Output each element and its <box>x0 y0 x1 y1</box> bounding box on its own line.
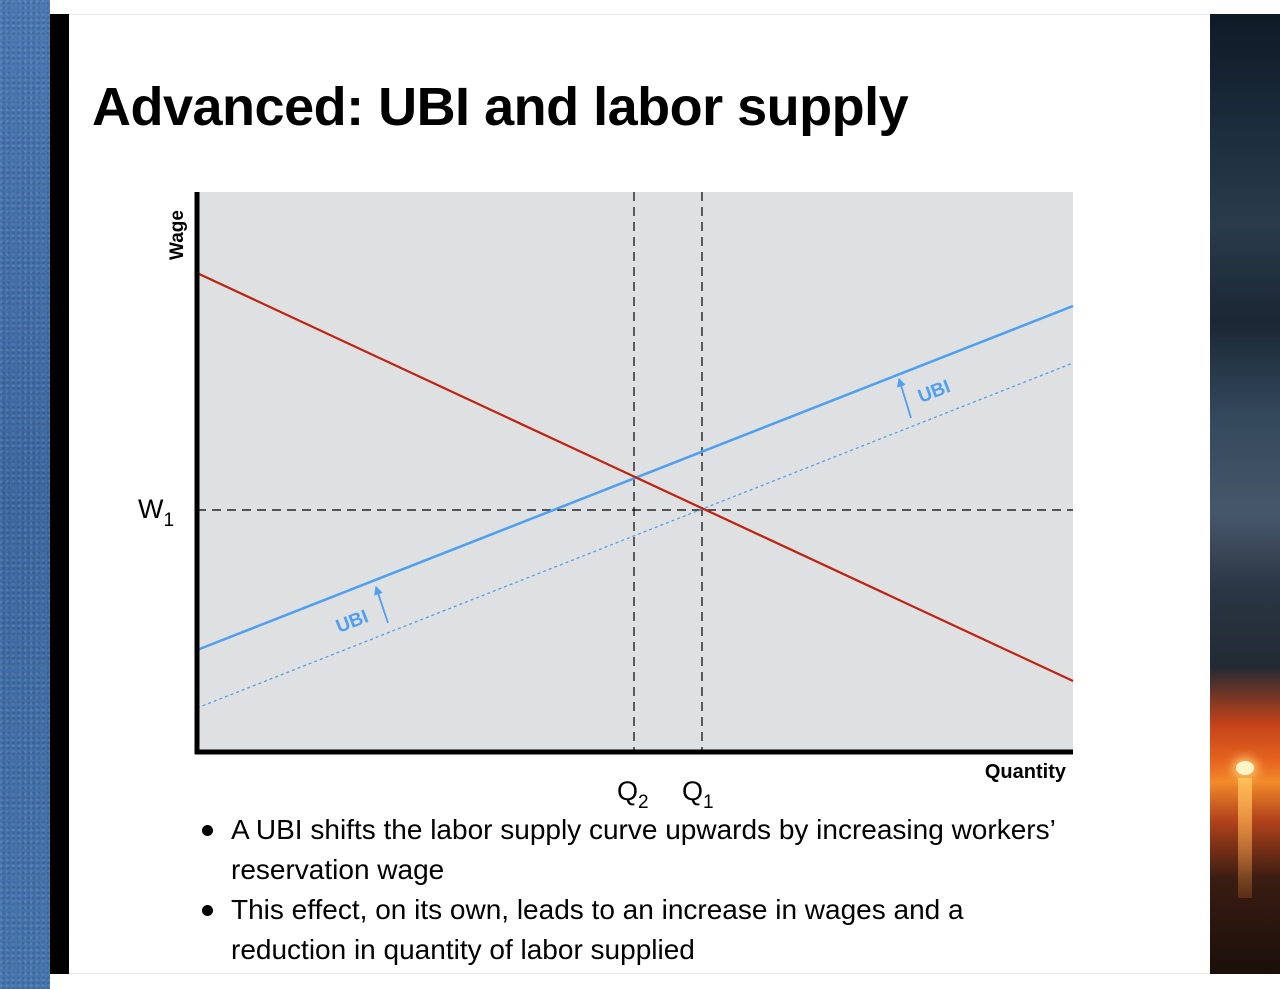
shift-arrow-right <box>897 377 912 419</box>
x-axis-label: Quantity <box>985 761 1067 783</box>
q2-subscript: 2 <box>638 792 649 813</box>
bullet-item: This effect, on its own, leads to an inc… <box>196 890 1056 970</box>
q1-subscript: 1 <box>703 792 714 813</box>
w1-subscript: 1 <box>163 510 174 531</box>
slide-title: Advanced: UBI and labor supply <box>92 77 909 137</box>
shift-arrow-left <box>374 585 389 624</box>
bullet-list: A UBI shifts the labor supply curve upwa… <box>196 810 1056 970</box>
sun-reflection <box>1238 778 1252 898</box>
bullet-item: A UBI shifts the labor supply curve upwa… <box>196 810 1056 890</box>
slide-top-edge <box>69 14 1210 15</box>
q1-letter: Q <box>682 776 703 806</box>
q2-label: Q2 <box>617 776 649 813</box>
w1-label: W1 <box>138 494 174 531</box>
original-supply-curve <box>196 362 1074 709</box>
plot-area <box>197 192 1073 752</box>
sun <box>1236 761 1254 775</box>
q1-label: Q1 <box>682 776 714 813</box>
left-border-bar <box>50 14 69 974</box>
left-decorative-panel <box>0 0 50 989</box>
labor-demand-curve <box>196 272 1074 682</box>
slide-bottom-edge <box>69 973 1210 974</box>
y-axis-label: Wage <box>167 210 188 260</box>
w1-letter: W <box>138 494 164 524</box>
q2-letter: Q <box>617 776 638 806</box>
